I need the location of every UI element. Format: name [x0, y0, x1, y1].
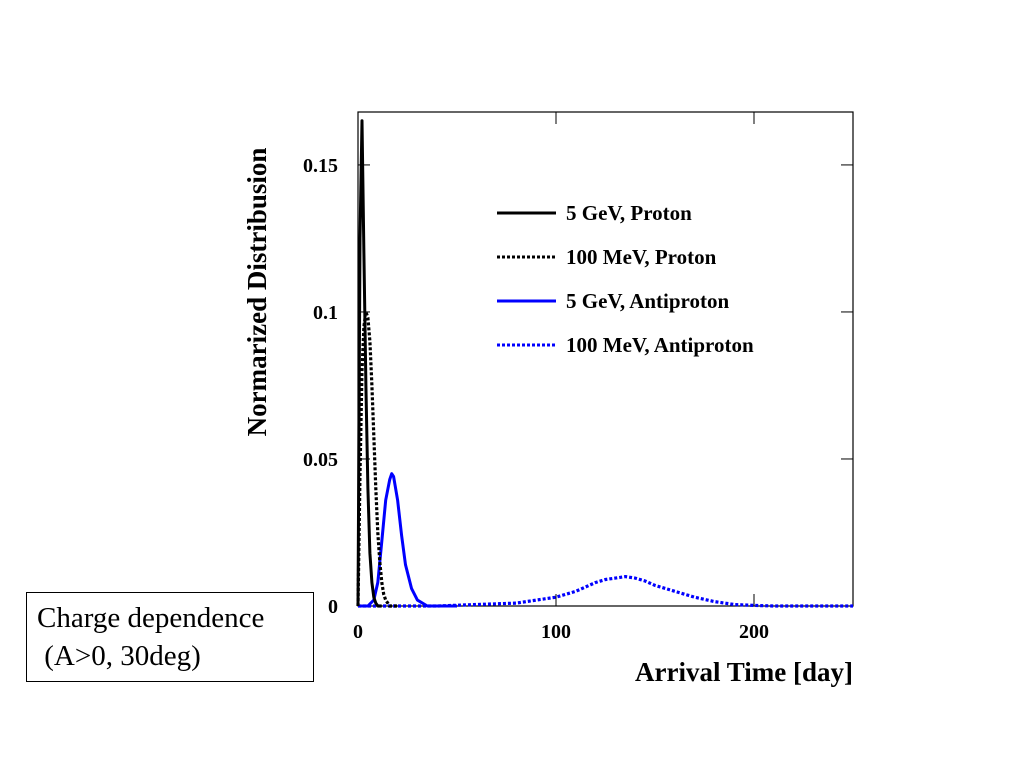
series-line-2	[358, 472, 457, 608]
plot-frame	[357, 111, 854, 607]
axis-ticks: 0 100 200 0 0.05 0.1 0.15	[303, 112, 853, 643]
annotation-box: Charge dependence (A>0, 30deg)	[26, 592, 314, 682]
legend: 5 GeV, Proton 100 MeV, Proton 5 GeV, Antip…	[497, 201, 754, 357]
annotation-line-1: Charge dependence	[37, 602, 265, 634]
y-tick-label: 0.1	[313, 302, 338, 324]
x-tick-label: 100	[541, 621, 571, 643]
y-tick-label: 0	[328, 596, 338, 618]
legend-label: 100 MeV, Antiproton	[566, 333, 754, 357]
x-tick-label: 200	[739, 621, 769, 643]
annotation-line-2: (A>0, 30deg)	[37, 640, 201, 672]
series-line-3	[358, 575, 853, 608]
x-tick-label: 0	[353, 621, 363, 643]
series-layer	[356, 119, 853, 608]
legend-label: 5 GeV, Antiproton	[566, 289, 729, 313]
y-tick-label: 0.15	[303, 155, 338, 177]
legend-label: 5 GeV, Proton	[566, 201, 692, 225]
legend-label: 100 MeV, Proton	[566, 245, 717, 269]
series-line-0	[356, 119, 382, 608]
y-axis-title: Normarized Distribusion	[242, 148, 272, 437]
y-tick-label: 0.05	[303, 449, 338, 471]
x-axis-title: Arrival Time [day]	[635, 657, 853, 687]
